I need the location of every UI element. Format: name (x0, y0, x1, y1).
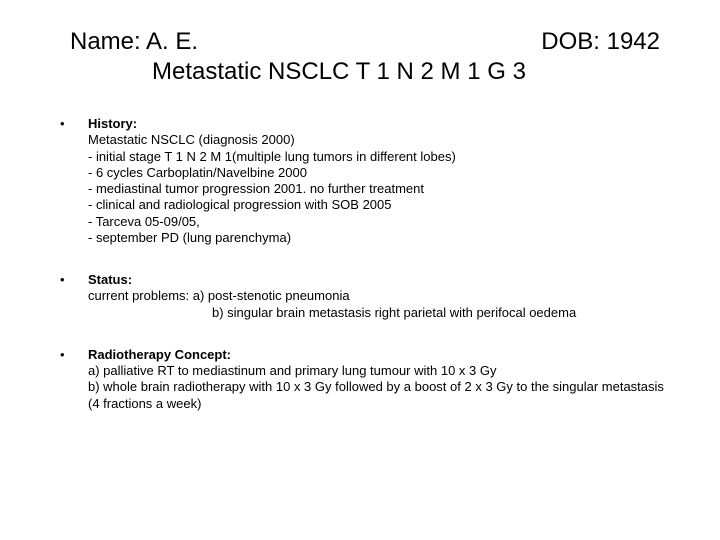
history-label: History: (88, 116, 137, 131)
history-line: - Tarceva 05-09/05, (88, 214, 670, 230)
section-history: History: Metastatic NSCLC (diagnosis 200… (60, 116, 670, 246)
section-radiotherapy: Radiotherapy Concept: a) palliative RT t… (60, 347, 670, 412)
history-line: - initial stage T 1 N 2 M 1(multiple lun… (88, 149, 670, 165)
slide: Name: A. E. DOB: 1942 Metastatic NSCLC T… (0, 0, 720, 540)
radio-label: Radiotherapy Concept: (88, 347, 231, 362)
title-line-1: Name: A. E. DOB: 1942 (70, 28, 660, 56)
status-label: Status: (88, 272, 132, 287)
patient-dob: DOB: 1942 (541, 28, 660, 56)
radio-line-b: b) whole brain radiotherapy with 10 x 3 … (88, 379, 670, 412)
history-line: - clinical and radiological progression … (88, 197, 670, 213)
title-line-2: Metastatic NSCLC T 1 N 2 M 1 G 3 (70, 58, 660, 86)
body: History: Metastatic NSCLC (diagnosis 200… (0, 116, 720, 412)
section-status: Status: current problems: a) post-stenot… (60, 272, 670, 321)
history-line: Metastatic NSCLC (diagnosis 2000) (88, 132, 670, 148)
status-line-a: current problems: a) post-stenotic pneum… (88, 288, 670, 304)
status-line-b: b) singular brain metastasis right parie… (88, 305, 670, 321)
patient-name: Name: A. E. (70, 28, 198, 56)
title-block: Name: A. E. DOB: 1942 Metastatic NSCLC T… (0, 28, 720, 86)
history-line: - 6 cycles Carboplatin/Navelbine 2000 (88, 165, 670, 181)
history-line: - mediastinal tumor progression 2001. no… (88, 181, 670, 197)
radio-line-a: a) palliative RT to mediastinum and prim… (88, 363, 670, 379)
history-line: - september PD (lung parenchyma) (88, 230, 670, 246)
